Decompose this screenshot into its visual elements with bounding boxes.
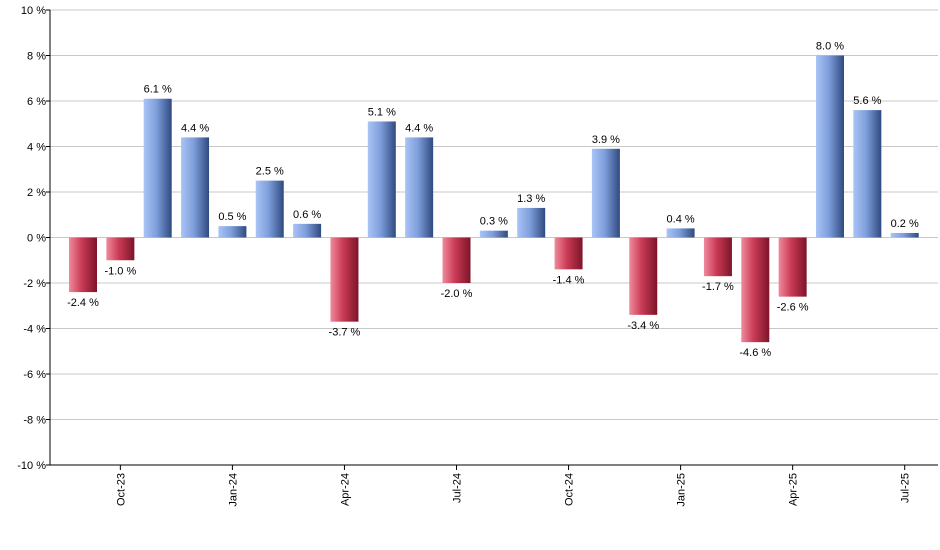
x-tick-label: Jul-24 — [452, 473, 464, 503]
bar-value-label: 0.6 % — [293, 209, 321, 221]
bars — [69, 55, 919, 343]
bar-value-label: 0.5 % — [218, 211, 246, 223]
bar — [629, 237, 658, 315]
bar-value-label: 3.9 % — [592, 134, 620, 146]
bar-value-label: 4.4 % — [405, 122, 433, 134]
bar — [816, 55, 844, 238]
bar — [69, 237, 97, 293]
bar-value-label: -1.7 % — [702, 281, 734, 293]
bar — [293, 223, 322, 238]
x-tick-labels: Oct-23 Jan-24 Apr-24 Jul-24 Oct-24 Jan-25 Apr-… — [115, 473, 911, 507]
bar — [517, 207, 546, 238]
bar — [890, 232, 919, 238]
x-tick-label: Oct-24 — [564, 473, 576, 506]
axes — [46, 9, 938, 470]
bar-value-label: 0.4 % — [667, 213, 695, 225]
bar-value-label: -1.0 % — [104, 265, 136, 277]
data-labels: -2.4 % -1.0 % 6.1 % 4.4 % 0.5 % 2.5 % 0.6 % -3.… — [67, 41, 919, 360]
bar-value-label: -2.4 % — [67, 297, 99, 309]
bar — [479, 230, 508, 238]
bar-value-label: -2.0 % — [441, 288, 473, 300]
bar — [853, 110, 882, 238]
bar-value-label: -4.6 % — [739, 347, 771, 359]
y-tick-label: 2 % — [27, 187, 46, 199]
bar — [554, 237, 583, 270]
bar-value-label: -2.6 % — [777, 302, 809, 314]
bar-value-label: 0.2 % — [891, 218, 919, 230]
x-tick-label: Jul-25 — [900, 473, 912, 503]
bar-value-label: 6.1 % — [144, 84, 172, 96]
y-tick-label: -4 % — [23, 324, 46, 336]
bar-value-label: 4.4 % — [181, 122, 209, 134]
y-tick-label: -6 % — [23, 369, 46, 381]
x-tick-label: Jan-24 — [227, 473, 239, 507]
bar-value-label: 2.5 % — [256, 166, 284, 178]
x-tick-label: Apr-25 — [788, 473, 800, 506]
bar-value-label: 5.6 % — [853, 95, 881, 107]
bar — [778, 237, 807, 297]
bar-value-label: -3.4 % — [627, 320, 659, 332]
bar — [703, 237, 732, 277]
x-tick-label: Apr-24 — [339, 473, 351, 506]
bar-value-label: -1.4 % — [553, 274, 585, 286]
bar — [591, 148, 620, 238]
y-tick-labels: -10 % -8 % -6 % -4 % -2 % 0 % 2 % 4 % 6 % 8 % 10 % — [17, 5, 46, 472]
bar — [741, 237, 770, 343]
y-tick-label: 6 % — [27, 96, 46, 108]
bar — [442, 237, 471, 283]
bar — [143, 98, 172, 238]
bar — [330, 237, 359, 322]
y-tick-label: -2 % — [23, 278, 46, 290]
bar-value-label: 1.3 % — [517, 193, 545, 205]
bar — [181, 137, 210, 238]
bar — [367, 121, 396, 238]
x-tick-label: Oct-23 — [115, 473, 127, 506]
bar — [106, 237, 135, 261]
y-tick-label: 0 % — [27, 233, 46, 245]
bar-value-label: 8.0 % — [816, 41, 844, 53]
y-tick-label: 10 % — [21, 5, 46, 17]
y-tick-label: 4 % — [27, 142, 46, 154]
bar — [255, 180, 284, 238]
bar-value-label: -3.7 % — [329, 327, 361, 339]
x-tick-label: Jan-25 — [676, 473, 688, 507]
y-tick-label: -10 % — [17, 460, 46, 472]
bar-value-label: 0.3 % — [480, 216, 508, 228]
bar — [666, 228, 695, 238]
bar-value-label: 5.1 % — [368, 106, 396, 118]
bar — [405, 137, 434, 238]
y-tick-label: 8 % — [27, 51, 46, 63]
bar — [218, 226, 247, 238]
y-tick-label: -8 % — [23, 415, 46, 427]
